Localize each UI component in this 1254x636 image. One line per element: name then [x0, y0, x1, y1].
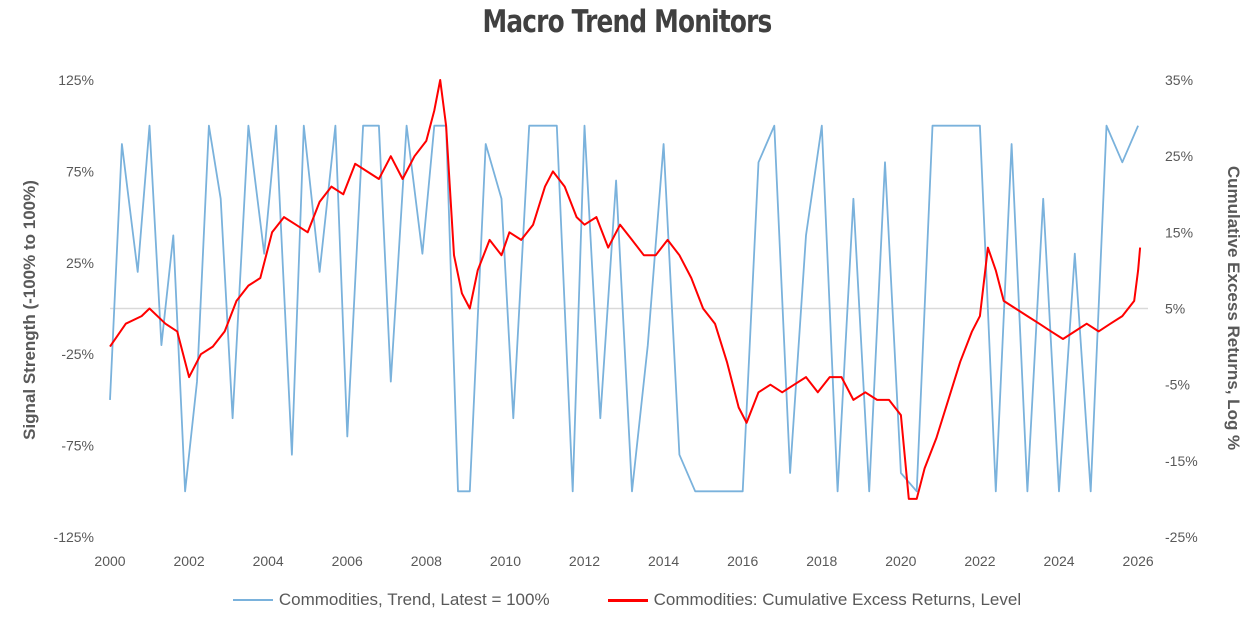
y-right-tick-label: 5%	[1165, 301, 1185, 317]
y-right-tick-label: -5%	[1165, 377, 1190, 393]
y-right-tick-label: -25%	[1165, 529, 1198, 545]
y-left-tick-label: 125%	[58, 72, 94, 88]
y-left-tick-label: 75%	[66, 163, 94, 179]
x-tick-label: 2022	[964, 553, 995, 569]
y-right-tick-labels: 35% 25% 15% 5% -5% -15% -25%	[1165, 72, 1198, 545]
x-tick-label: 2024	[1043, 553, 1074, 569]
x-tick-label: 2008	[411, 553, 442, 569]
x-tick-label: 2000	[94, 553, 125, 569]
legend-item-returns: Commodities: Cumulative Excess Returns, …	[607, 590, 1022, 610]
y-right-tick-label: -15%	[1165, 453, 1198, 469]
x-tick-labels: 2000 2002 2004 2006 2008 2010 2012 2014 2016 2018…	[94, 553, 1153, 569]
y-right-tick-label: 35%	[1165, 72, 1193, 88]
y-left-tick-label: -125%	[54, 529, 94, 545]
legend-swatch-returns	[607, 598, 648, 602]
y-axis-right-title: Cumulative Excess Returns, Log %	[1224, 166, 1243, 450]
x-tick-label: 2004	[253, 553, 284, 569]
chart-title: Macro Trend Monitors	[482, 4, 772, 40]
y-left-tick-labels: 125% 75% 25% -25% -75% -125%	[54, 72, 94, 545]
x-tick-label: 2014	[648, 553, 679, 569]
y-left-tick-label: -25%	[61, 346, 94, 362]
series-line-trend	[109, 124, 1139, 493]
x-tick-label: 2016	[727, 553, 758, 569]
x-tick-label: 2020	[885, 553, 916, 569]
x-tick-label: 2002	[174, 553, 205, 569]
y-left-tick-label: 25%	[66, 255, 94, 271]
legend-label-returns: Commodities: Cumulative Excess Returns, …	[653, 590, 1022, 609]
legend: Commodities, Trend, Latest = 100% Commod…	[0, 590, 1254, 610]
x-tick-label: 2012	[569, 553, 600, 569]
chart-canvas: 125% 75% 25% -25% -75% -125% 35% 25% 15% 5% -5% -1…	[20, 72, 1243, 569]
legend-label-trend: Commodities, Trend, Latest = 100%	[278, 590, 550, 609]
y-right-tick-label: 15%	[1165, 224, 1193, 240]
x-tick-label: 2018	[806, 553, 837, 569]
legend-item-trend: Commodities, Trend, Latest = 100%	[232, 590, 550, 610]
y-left-tick-label: -75%	[61, 438, 94, 454]
y-axis-left-title: Signal Strength (-100% to 100%)	[20, 180, 39, 440]
series-line-returns	[109, 79, 1142, 500]
x-tick-label: 2026	[1123, 553, 1154, 569]
y-right-tick-label: 25%	[1165, 148, 1193, 164]
x-tick-label: 2010	[490, 553, 521, 569]
legend-swatch-trend	[232, 599, 273, 601]
x-tick-label: 2006	[332, 553, 363, 569]
